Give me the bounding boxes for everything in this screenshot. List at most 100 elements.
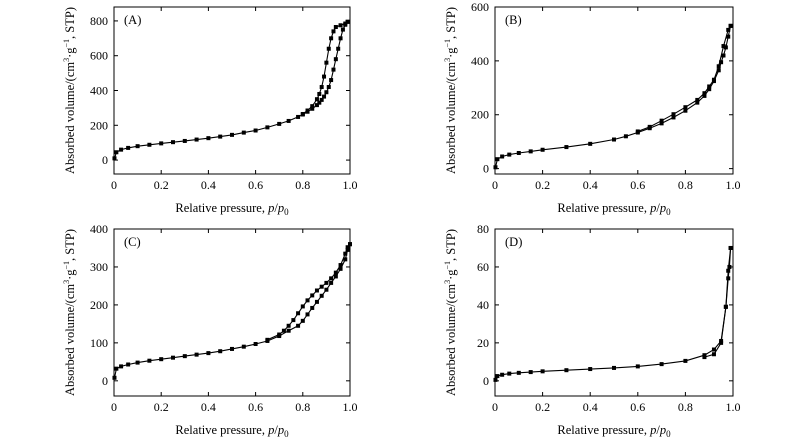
data-point-adsorption: [500, 372, 505, 377]
data-point-adsorption: [286, 118, 291, 123]
plot-frame: [494, 228, 734, 397]
chart-panel-3: 0 0.2 0.4 0.6 0.8 1.0 0 100 200 300 400 (C) Relative…: [62, 222, 358, 439]
data-point-desorption: [702, 355, 707, 360]
data-point-adsorption: [588, 141, 593, 146]
data-point-adsorption: [119, 364, 124, 369]
data-point-adsorption: [114, 150, 119, 155]
data-point-desorption: [345, 245, 350, 250]
data-point-desorption: [338, 23, 343, 28]
data-point-adsorption: [716, 68, 721, 73]
data-point-adsorption: [338, 36, 343, 41]
data-point-desorption: [716, 64, 721, 69]
data-point-adsorption: [194, 137, 199, 142]
data-point-desorption: [683, 105, 688, 110]
data-point-adsorption: [336, 46, 341, 51]
data-point-adsorption: [702, 93, 707, 98]
data-point-desorption: [695, 97, 700, 102]
data-point-desorption: [707, 84, 712, 89]
data-point-adsorption: [112, 156, 117, 161]
data-point-desorption: [345, 19, 350, 24]
data-point-adsorption: [218, 349, 223, 354]
panel-label: (B): [505, 13, 522, 27]
data-point-adsorption: [182, 354, 187, 359]
data-point-desorption: [343, 21, 348, 26]
data-point-adsorption: [171, 140, 175, 145]
data-point-desorption: [305, 108, 310, 113]
data-point-adsorption: [253, 128, 258, 133]
data-point-desorption: [723, 304, 728, 309]
data-point-desorption: [671, 112, 676, 117]
series-line-adsorption: [113, 243, 351, 378]
data-point-desorption: [300, 111, 305, 116]
data-point-adsorption: [343, 257, 348, 262]
data-point-desorption: [333, 25, 338, 30]
data-point-adsorption: [564, 145, 569, 150]
y-tick-label: 200: [90, 298, 108, 312]
x-tick-label: 0.8: [295, 400, 310, 414]
data-point-desorption: [728, 245, 733, 250]
y-tick-label: 200: [471, 108, 489, 122]
y-tick-label: 0: [483, 162, 489, 176]
data-point-adsorption: [683, 108, 688, 113]
y-tick-label: 0: [483, 374, 489, 388]
data-point-desorption: [281, 328, 286, 333]
data-point-adsorption: [495, 157, 500, 162]
series-line-desorption: [267, 243, 351, 341]
panel-label: (D): [505, 235, 522, 249]
data-point-adsorption: [126, 145, 131, 150]
data-point-adsorption: [310, 106, 315, 111]
series-line-adsorption: [495, 247, 732, 381]
data-point-adsorption: [707, 87, 712, 92]
data-point-adsorption: [493, 165, 498, 170]
data-point-adsorption: [319, 293, 324, 298]
data-point-adsorption: [726, 34, 731, 39]
plot-frame: [113, 6, 351, 175]
x-axis-title: Relative pressure, p/p0: [557, 423, 671, 439]
y-tick-label: 40: [477, 298, 489, 312]
y-tick-label: 800: [90, 14, 108, 28]
data-point-desorption: [319, 85, 324, 90]
data-point-adsorption: [324, 287, 329, 292]
data-point-adsorption: [253, 342, 258, 347]
data-point-adsorption: [338, 266, 343, 271]
data-point-adsorption: [112, 375, 117, 380]
y-tick-label: 200: [90, 118, 108, 132]
data-point-adsorption: [331, 67, 336, 72]
data-point-adsorption: [159, 141, 164, 146]
y-tick-label: 400: [90, 222, 108, 236]
data-point-adsorption: [695, 100, 700, 105]
data-point-desorption: [296, 311, 301, 316]
data-point-adsorption: [528, 149, 533, 154]
data-point-desorption: [719, 340, 724, 345]
data-point-desorption: [310, 104, 315, 109]
y-axis-title: Absorbed volume/(cm3·g−1, STP): [62, 229, 77, 396]
y-tick-label: 0: [102, 374, 108, 388]
y-tick-label: 80: [477, 222, 489, 236]
data-point-desorption: [726, 276, 731, 281]
y-tick-label: 20: [477, 336, 489, 350]
data-point-desorption: [338, 263, 343, 268]
data-point-desorption: [711, 77, 716, 82]
x-tick-label: 1.0: [343, 178, 358, 192]
data-point-desorption: [635, 129, 640, 134]
data-point-desorption: [322, 74, 327, 79]
data-point-adsorption: [683, 358, 688, 363]
data-point-adsorption: [119, 147, 124, 152]
data-point-adsorption: [317, 100, 322, 105]
data-point-adsorption: [612, 365, 616, 370]
series-line-adsorption: [494, 25, 732, 168]
data-point-desorption: [721, 44, 726, 49]
data-point-adsorption: [516, 370, 521, 375]
data-point-desorption: [314, 288, 319, 293]
y-tick-label: 600: [471, 0, 489, 14]
data-point-desorption: [265, 337, 270, 342]
chart-panel-1: 0 0.2 0.4 0.6 0.8 1.0 0 200 400 600 800 (A) Relative…: [62, 6, 358, 217]
data-point-adsorption: [500, 154, 505, 159]
data-point-adsorption: [218, 134, 223, 139]
data-point-desorption: [314, 97, 319, 102]
data-point-adsorption: [345, 247, 350, 252]
data-point-adsorption: [726, 268, 731, 273]
data-point-desorption: [326, 46, 331, 51]
data-point-adsorption: [241, 130, 246, 135]
series-line-desorption: [637, 25, 732, 132]
